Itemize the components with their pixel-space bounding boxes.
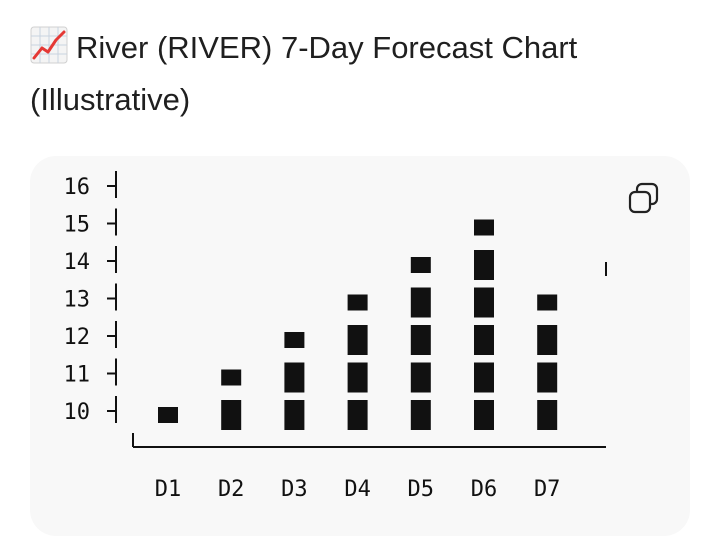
bar-D3 xyxy=(284,332,305,430)
y-tick-label: 15 xyxy=(64,213,91,238)
bar-block xyxy=(410,257,431,273)
bar-block xyxy=(537,400,558,430)
bar-block xyxy=(537,325,558,355)
x-tick-label: D1 xyxy=(155,477,182,502)
bar-D7 xyxy=(537,294,558,430)
chart-increasing-icon xyxy=(30,26,68,64)
page-title-text: River (RIVER) 7-Day Forecast Chart (Illu… xyxy=(30,30,578,117)
bar-block xyxy=(347,294,368,311)
y-tick-label: 10 xyxy=(64,400,91,425)
bar-block xyxy=(284,362,305,393)
bar-D5 xyxy=(410,257,431,430)
bar-block xyxy=(474,287,494,318)
y-tick-label: 16 xyxy=(64,175,91,200)
bar-D4 xyxy=(347,294,368,430)
bar-block xyxy=(474,362,494,393)
bar-block xyxy=(158,407,178,423)
bar-block xyxy=(284,332,305,348)
bar-block xyxy=(410,400,431,430)
bar-block xyxy=(474,325,494,355)
y-tick-label: 11 xyxy=(64,363,91,388)
bar-D6 xyxy=(474,219,494,430)
bar-block xyxy=(474,400,494,430)
bar-block xyxy=(474,219,494,236)
x-tick-label: D2 xyxy=(218,477,245,502)
bar-D2 xyxy=(221,369,242,430)
bar-block xyxy=(410,287,431,318)
page-title: River (RIVER) 7-Day Forecast Chart (Illu… xyxy=(30,22,690,126)
bar-block xyxy=(284,400,305,430)
bar-block xyxy=(221,369,242,386)
x-tick-label: D7 xyxy=(534,477,561,502)
x-tick-label: D6 xyxy=(471,477,498,502)
x-tick-label: D4 xyxy=(344,477,371,502)
bar-block xyxy=(537,362,558,393)
bar-block xyxy=(410,325,431,355)
y-tick-label: 13 xyxy=(64,288,91,313)
bar-block xyxy=(347,400,368,430)
y-tick-label: 14 xyxy=(64,250,91,275)
bar-block xyxy=(347,362,368,393)
bar-block xyxy=(221,400,242,430)
y-tick-label: 12 xyxy=(64,325,91,350)
x-tick-label: D5 xyxy=(408,477,435,502)
bar-block xyxy=(410,362,431,393)
bar-block xyxy=(537,294,558,311)
x-tick-label: D3 xyxy=(281,477,308,502)
copy-icon[interactable] xyxy=(626,180,662,216)
forecast-bar-chart: 10 11 12 13 14 15 16 D1 D2 D3 D4 D5 D6 D7 xyxy=(64,171,607,502)
bar-D1 xyxy=(158,407,178,423)
bar-block xyxy=(474,250,494,280)
chart-card: 10 11 12 13 14 15 16 D1 D2 D3 D4 D5 D6 D7 xyxy=(30,156,690,536)
bar-block xyxy=(347,325,368,355)
